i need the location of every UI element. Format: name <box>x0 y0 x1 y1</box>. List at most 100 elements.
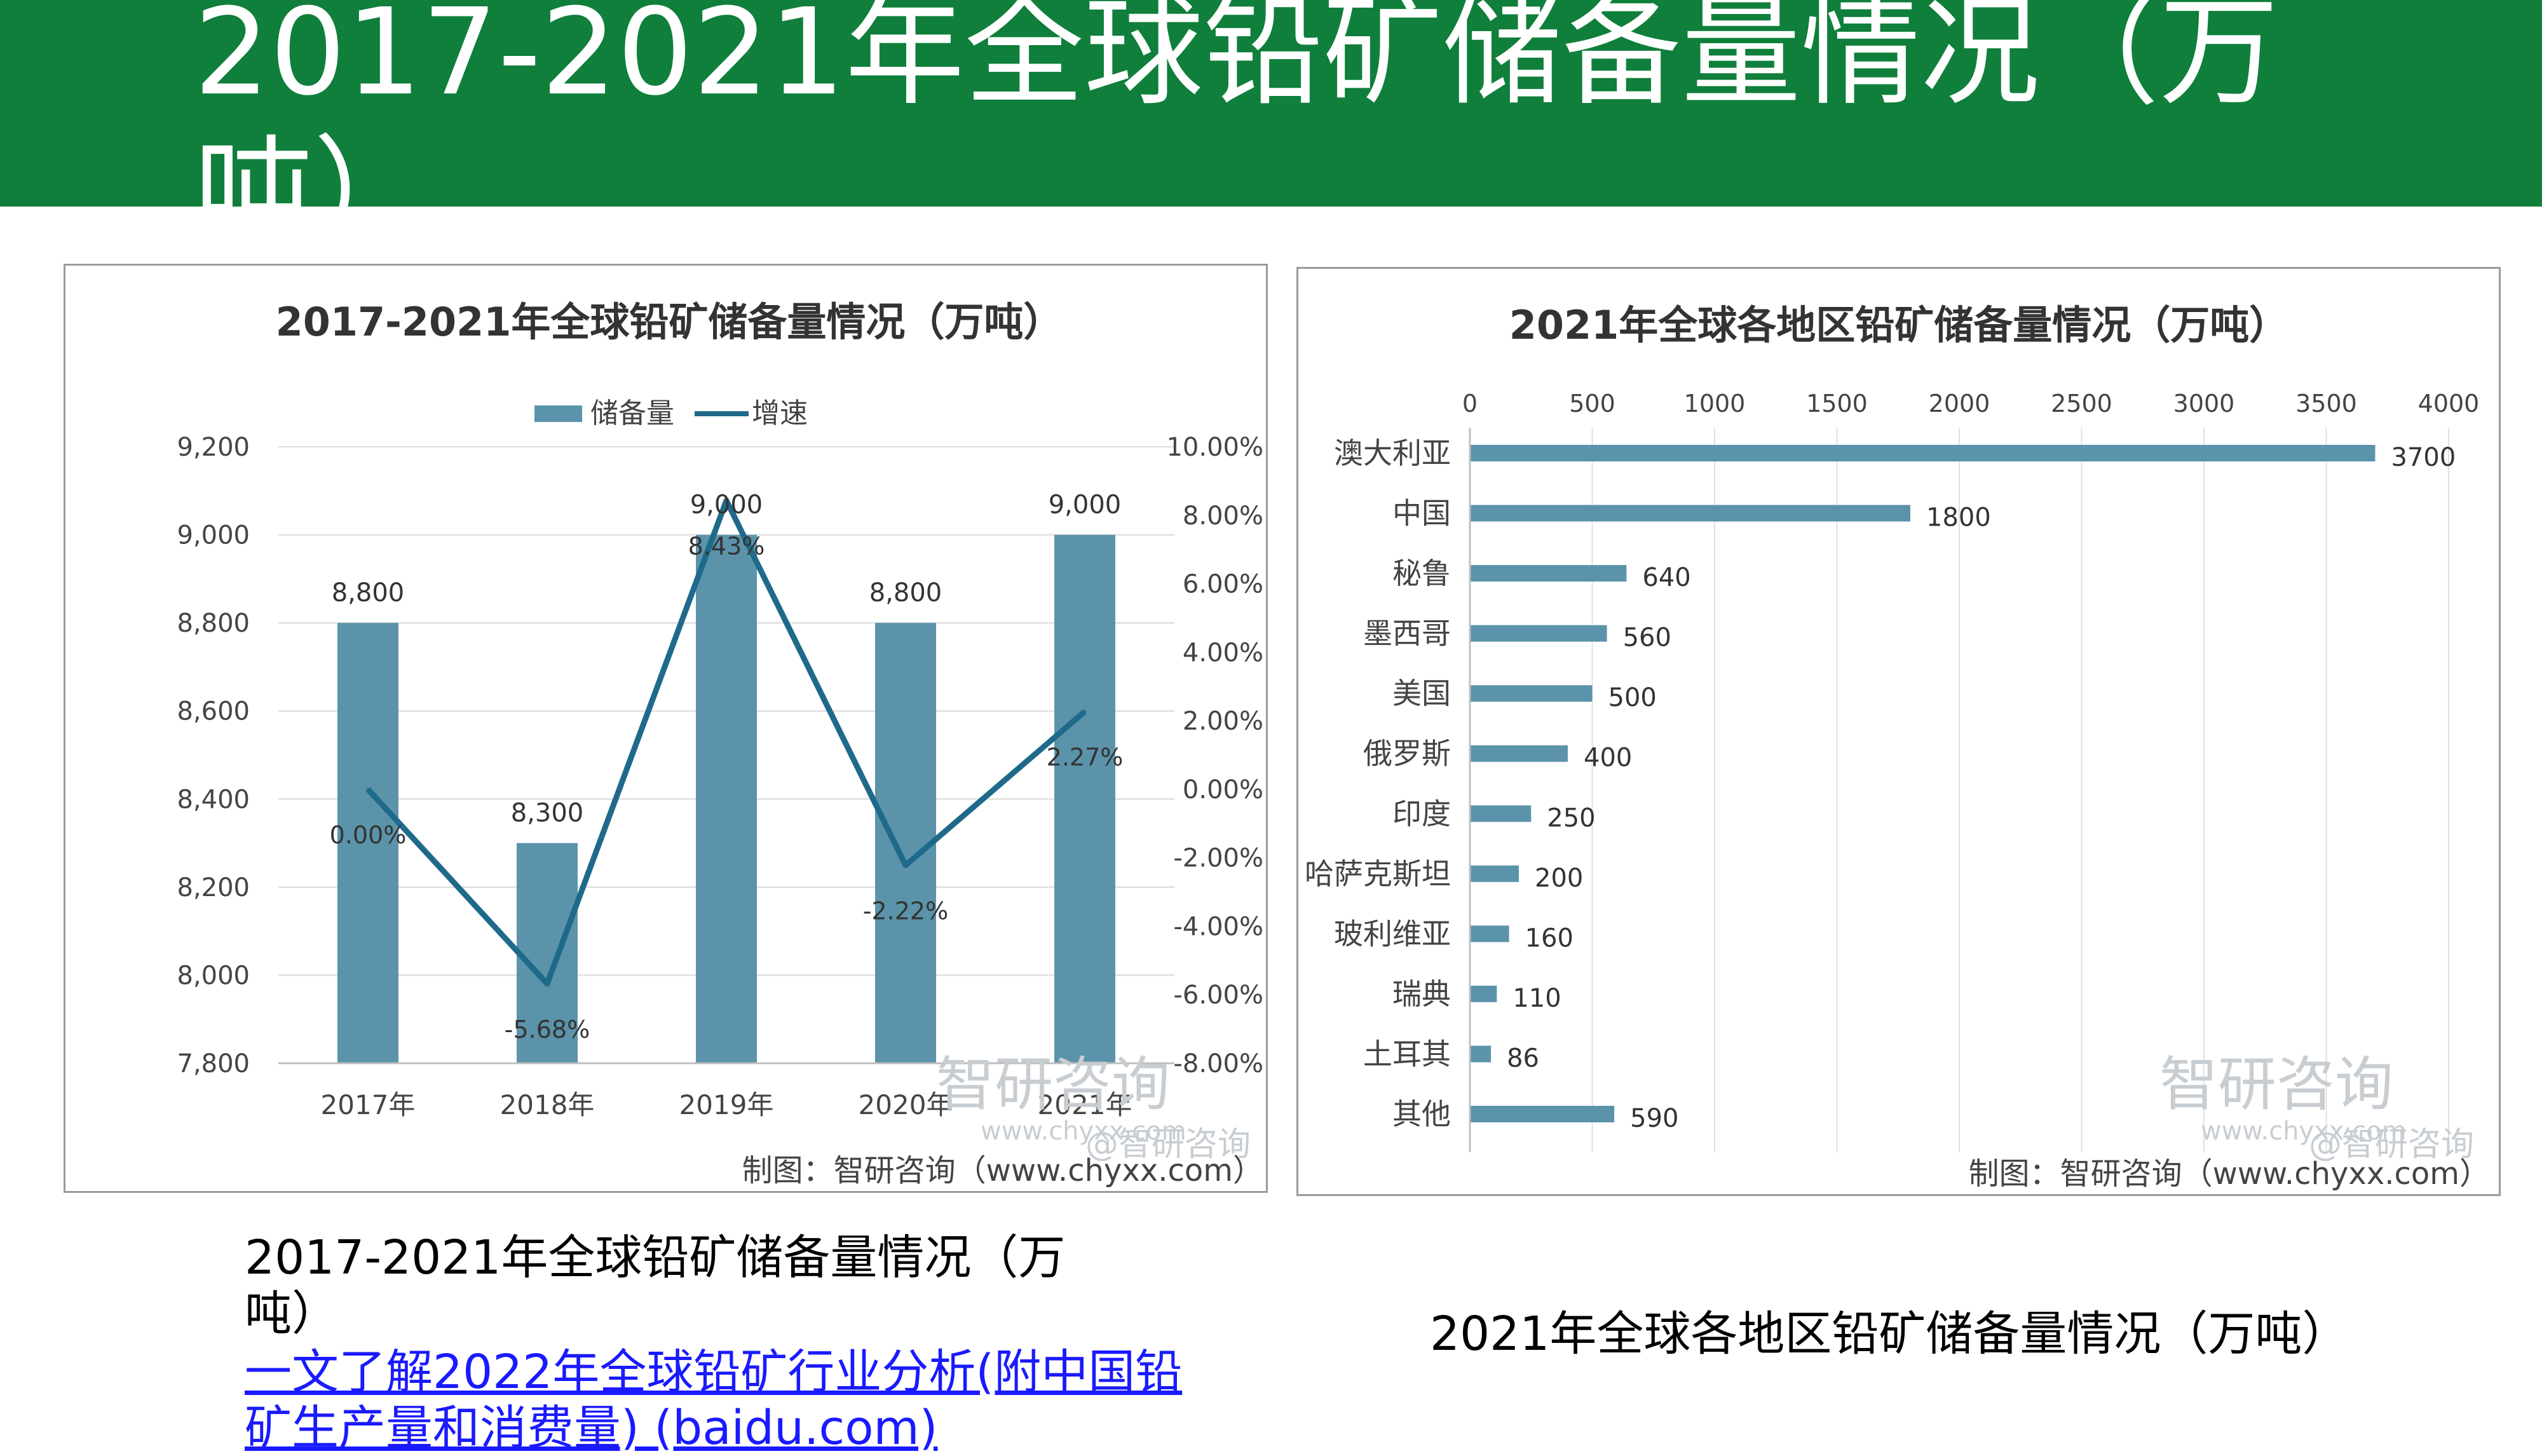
y2-tick-label: -6.00% <box>1173 981 1263 1010</box>
category-label: 中国 <box>1392 496 1451 531</box>
page-title: 2017-2021年全球铅矿储备量情况（万吨） <box>194 0 2279 207</box>
category-label: 瑞典 <box>1392 977 1451 1011</box>
title-banner: 2017-2021年全球铅矿储备量情况（万吨） <box>0 0 2542 207</box>
x-tick-label: 1000 <box>1684 390 1746 418</box>
y2-tick-label: -4.00% <box>1173 912 1263 941</box>
watermark: 智研咨询 www.chyxx.com @智研咨询 制图：智研咨询（www.chy… <box>1969 1051 2490 1192</box>
y-tick-label: 8,000 <box>177 961 250 990</box>
bar-value-label: 8,800 <box>869 578 942 608</box>
chart-legend: 储备量 增速 <box>534 397 808 430</box>
chart-title: 2017-2021年全球铅矿储备量情况（万吨） <box>276 299 1063 345</box>
y-tick-label: 9,000 <box>177 521 250 550</box>
bar <box>1470 1106 1615 1122</box>
bar-value-label: 8,300 <box>511 799 584 828</box>
bar-value-label: 400 <box>1584 744 1632 773</box>
bar <box>1470 865 1519 882</box>
y2-tick-label: 8.00% <box>1183 501 1263 531</box>
bar-value-label: 160 <box>1525 923 1573 953</box>
category-label: 玻利维亚 <box>1334 916 1451 951</box>
y-tick-label: 7,800 <box>177 1049 250 1078</box>
bar-value-label: 3700 <box>2391 443 2456 472</box>
growth-value-label: -5.68% <box>505 1016 590 1044</box>
chart-credit: 制图：智研咨询（www.chyxx.com） <box>1969 1156 2490 1192</box>
category-label: 印度 <box>1392 796 1451 831</box>
category-label: 哈萨克斯坦 <box>1305 857 1451 891</box>
x-tick-label: 3000 <box>2173 390 2235 418</box>
bar <box>1470 685 1593 702</box>
bar <box>1054 534 1115 1063</box>
y-tick-label: 8,200 <box>177 873 250 902</box>
bar-value-label: 640 <box>1642 563 1690 592</box>
bar <box>1470 985 1497 1002</box>
category-label: 美国 <box>1392 676 1451 711</box>
watermark-brand: 智研咨询 <box>2159 1051 2393 1119</box>
y2-tick-label: 10.00% <box>1166 433 1263 462</box>
left-caption: 2017-2021年全球铅矿储备量情况（万吨） <box>245 1230 1066 1341</box>
growth-point <box>546 982 548 985</box>
bar <box>517 843 578 1063</box>
bar <box>1470 805 1532 822</box>
growth-point <box>1084 710 1086 713</box>
legend-label-bar: 储备量 <box>590 397 674 430</box>
bar <box>696 534 757 1063</box>
bar-value-label: 590 <box>1630 1104 1678 1133</box>
bar <box>1470 1045 1492 1063</box>
bar-value-label: 250 <box>1547 803 1595 833</box>
bar <box>1470 445 2375 461</box>
x-tick-label: 0 <box>1462 390 1478 418</box>
bar-value-label: 9,000 <box>1049 491 1122 520</box>
x-tick-label: 2018年 <box>500 1089 595 1120</box>
x-tick-label: 500 <box>1569 390 1615 418</box>
growth-value-label: 2.27% <box>1047 744 1124 772</box>
bar <box>1470 565 1627 582</box>
category-label: 澳大利亚 <box>1334 436 1451 470</box>
bar <box>1470 625 1607 642</box>
bar-value-label: 86 <box>1507 1044 1539 1073</box>
bar-value-label: 9,000 <box>690 491 763 520</box>
bar-value-label: 1800 <box>1926 503 1991 533</box>
region-reserve-chart: 2021年全球各地区铅矿储备量情况（万吨） 3700 1800 640 560 500 4… <box>1305 302 2490 1192</box>
article-link[interactable]: 一文了解2022年全球铅矿行业分析(附中国铅矿生产量和消费量) (baidu.c… <box>245 1345 1183 1455</box>
growth-value-label: 8.43% <box>688 533 765 561</box>
bar <box>1470 745 1568 762</box>
watermark-handle: @智研咨询 <box>1085 1126 1251 1164</box>
right-caption: 2021年全球各地区铅矿储备量情况（万吨） <box>1430 1307 2349 1361</box>
category-label: 其他 <box>1392 1097 1451 1131</box>
x-tick-label: 1500 <box>1806 390 1868 418</box>
category-label: 土耳其 <box>1363 1037 1451 1071</box>
bar <box>1470 925 1509 942</box>
bar-value-label: 500 <box>1608 683 1657 712</box>
x-tick-label: 4000 <box>2418 390 2480 418</box>
chart-title: 2021年全球各地区铅矿储备量情况（万吨） <box>1509 302 2289 348</box>
growth-point <box>367 787 369 791</box>
category-label: 俄罗斯 <box>1363 737 1451 771</box>
combo-chart-panel: 2017-2021年全球铅矿储备量情况（万吨） 储备量 增速 8,800 8,30… <box>64 264 1268 1193</box>
y2-tick-label: 0.00% <box>1183 775 1263 805</box>
watermark-url: www.chyxx.com <box>2201 1117 2407 1146</box>
growth-point <box>904 864 907 867</box>
watermark-brand: 智研咨询 <box>936 1051 1170 1119</box>
watermark-handle: @智研咨询 <box>2309 1126 2474 1164</box>
x-tick-label: 2017年 <box>321 1089 416 1120</box>
x-tick-label: 2500 <box>2051 390 2112 418</box>
y-tick-label: 8,800 <box>177 609 250 638</box>
chart-credit: 制图：智研咨询（www.chyxx.com） <box>742 1153 1263 1188</box>
category-label: 秘鲁 <box>1392 556 1451 590</box>
growth-value-label: 0.00% <box>330 821 407 849</box>
x-tick-label: 2021年 <box>1038 1089 1132 1120</box>
bar-value-label: 200 <box>1535 864 1583 893</box>
x-tick-label: 2019年 <box>679 1089 774 1120</box>
bar-value-label: 8,800 <box>332 578 405 608</box>
legend-swatch-bar <box>534 405 582 422</box>
growth-value-label: -2.22% <box>863 897 948 925</box>
x-tick-label: 3500 <box>2295 390 2357 418</box>
y-tick-label: 9,200 <box>177 433 250 462</box>
bar <box>875 623 936 1063</box>
bar <box>337 623 398 1063</box>
x-tick-label: 2020年 <box>859 1089 953 1120</box>
y2-tick-label: 2.00% <box>1183 707 1263 736</box>
y-tick-label: 8,400 <box>177 785 250 814</box>
region-chart-panel: 2021年全球各地区铅矿储备量情况（万吨） 3700 1800 640 560 500 4… <box>1296 267 2501 1196</box>
x-tick-label: 2000 <box>1929 390 1990 418</box>
y-tick-label: 8,600 <box>177 697 250 726</box>
